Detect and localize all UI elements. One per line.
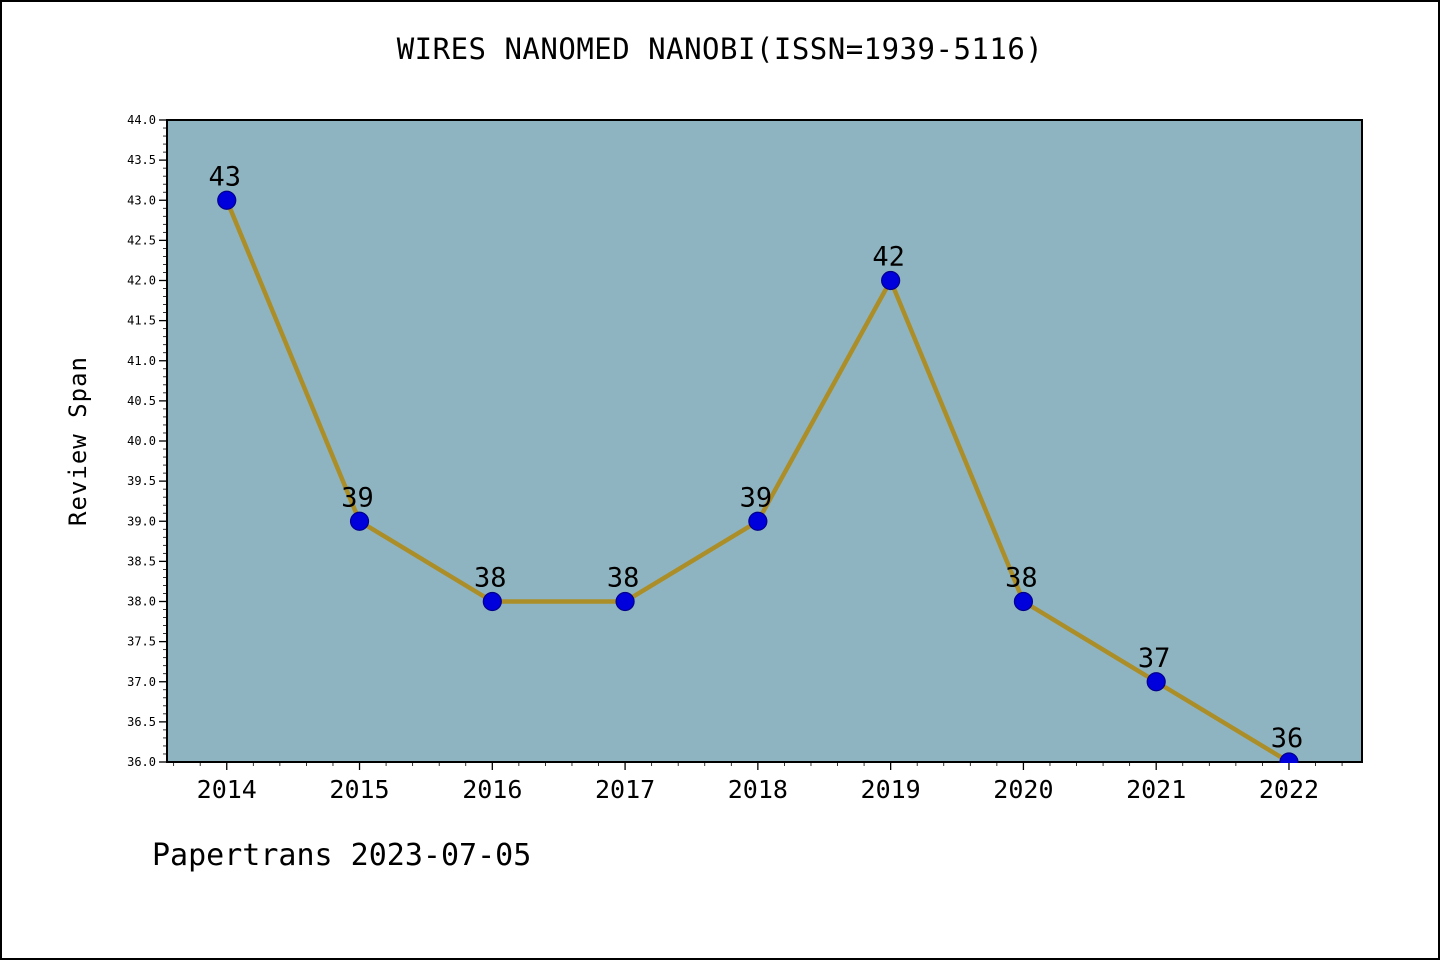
y-axis-tick-label: 37.5 [127, 635, 156, 649]
y-axis-tick-label: 36.5 [127, 715, 156, 729]
y-axis-tick-label: 43.5 [127, 153, 156, 167]
y-axis-tick-label: 41.0 [127, 354, 156, 368]
plot-area [167, 120, 1362, 762]
data-point [1013, 591, 1034, 612]
x-axis-tick-label: 2014 [197, 775, 257, 804]
data-point-label: 38 [1005, 563, 1038, 594]
data-point-label: 38 [607, 563, 640, 594]
data-point [1279, 752, 1299, 763]
data-point-label: 43 [208, 161, 241, 192]
y-axis-tick-label: 37.0 [127, 675, 156, 689]
y-axis-tick-label: 40.0 [127, 434, 156, 448]
y-axis-tick-label: 44.0 [127, 113, 156, 127]
y-axis-tick-label: 38.0 [127, 595, 156, 609]
data-point-label: 37 [1138, 643, 1171, 674]
y-axis-tick-label: 38.5 [127, 554, 156, 568]
data-point-label: 36 [1271, 723, 1304, 754]
chart-title: WIRES NANOMED NANOBI(ISSN=1939-5116) [396, 32, 1044, 66]
data-point-label: 38 [474, 563, 507, 594]
data-point [748, 511, 768, 531]
x-axis-tick-label: 2019 [861, 775, 921, 804]
y-axis-tick-label: 36.0 [127, 755, 156, 769]
x-axis-tick-label: 2022 [1259, 775, 1319, 804]
y-axis-tick-label: 40.5 [127, 394, 156, 408]
y-axis-tick-label: 42.5 [127, 233, 156, 247]
x-axis-tick-label: 2015 [329, 775, 389, 804]
x-axis-tick-label: 2016 [462, 775, 522, 804]
data-point [349, 511, 370, 531]
footer-watermark: Papertrans 2023-07-05 [152, 838, 532, 873]
y-axis-tick-label: 42.0 [127, 274, 156, 288]
data-point [881, 270, 901, 291]
x-axis-tick-label: 2018 [728, 775, 788, 804]
y-axis-tick-label: 39.5 [127, 474, 156, 488]
plot-frame [166, 119, 1363, 763]
data-point-label: 39 [341, 482, 374, 513]
y-axis-tick-label: 39.0 [127, 514, 156, 528]
x-axis-tick-label: 2021 [1126, 775, 1186, 804]
data-point [615, 591, 635, 612]
x-axis-tick-label: 2017 [595, 775, 655, 804]
data-point [482, 591, 502, 612]
data-point-label: 39 [740, 482, 773, 513]
x-axis-tick-label: 2020 [993, 775, 1053, 804]
data-point [217, 190, 237, 210]
y-axis-tick-label: 41.5 [127, 314, 156, 328]
y-axis-tick-label: 43.0 [127, 193, 156, 207]
data-point [1146, 672, 1166, 692]
data-point-label: 42 [872, 242, 905, 273]
